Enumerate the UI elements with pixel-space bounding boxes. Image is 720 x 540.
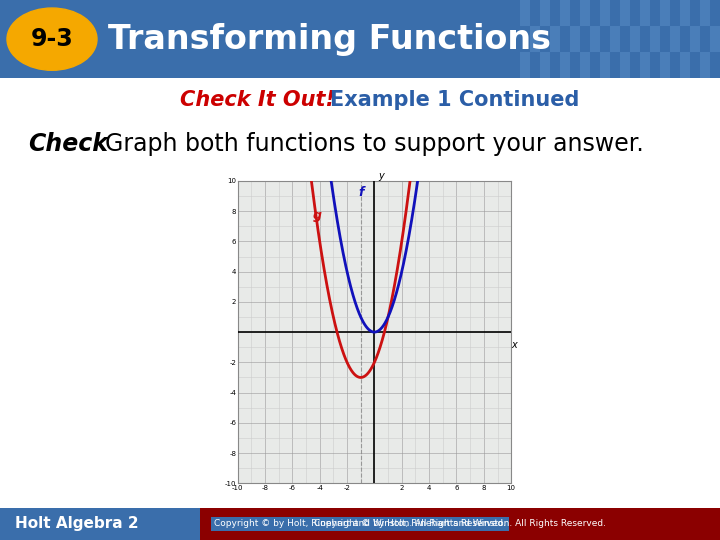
Bar bbox=[700, 52, 710, 78]
Bar bbox=[670, 26, 680, 52]
Bar bbox=[690, 26, 700, 52]
Text: g: g bbox=[312, 208, 322, 222]
Ellipse shape bbox=[7, 8, 97, 70]
Bar bbox=[650, 26, 660, 52]
Bar bbox=[620, 0, 630, 26]
Bar bbox=[530, 26, 540, 52]
Bar bbox=[550, 26, 560, 52]
Text: Graph both functions to support your answer.: Graph both functions to support your ans… bbox=[105, 132, 644, 156]
Text: Check: Check bbox=[28, 132, 108, 156]
Text: Copyright © by Holt, Rinehart and Winston. All Rights Reserved.: Copyright © by Holt, Rinehart and Winsto… bbox=[314, 519, 606, 528]
Text: Holt Algebra 2: Holt Algebra 2 bbox=[15, 516, 139, 531]
Bar bbox=[520, 0, 530, 26]
Bar bbox=[600, 52, 610, 78]
Bar bbox=[580, 0, 590, 26]
Bar bbox=[620, 52, 630, 78]
Bar bbox=[640, 0, 650, 26]
Bar bbox=[560, 52, 570, 78]
Bar bbox=[630, 26, 640, 52]
Bar bbox=[540, 52, 550, 78]
Bar bbox=[560, 0, 570, 26]
Bar bbox=[0, 508, 200, 540]
Bar bbox=[570, 26, 580, 52]
Text: Copyright © by Holt, Rinehart and Winston. All Rights Reserved.: Copyright © by Holt, Rinehart and Winsto… bbox=[214, 519, 506, 528]
Text: Transforming Functions: Transforming Functions bbox=[108, 23, 551, 56]
Bar bbox=[590, 26, 600, 52]
Bar bbox=[680, 0, 690, 26]
Text: f: f bbox=[358, 186, 364, 199]
Bar bbox=[580, 52, 590, 78]
Text: 9-3: 9-3 bbox=[31, 27, 73, 51]
Bar bbox=[610, 26, 620, 52]
Text: Example 1 Continued: Example 1 Continued bbox=[330, 90, 580, 110]
Text: y: y bbox=[379, 171, 384, 181]
Bar bbox=[700, 0, 710, 26]
Bar bbox=[200, 508, 720, 540]
Text: Check It Out!: Check It Out! bbox=[180, 90, 335, 110]
Text: x: x bbox=[511, 340, 517, 350]
Bar bbox=[520, 52, 530, 78]
Bar bbox=[680, 52, 690, 78]
Bar bbox=[660, 52, 670, 78]
Bar bbox=[600, 0, 610, 26]
Bar bbox=[540, 0, 550, 26]
Bar bbox=[640, 52, 650, 78]
Bar bbox=[660, 0, 670, 26]
Bar bbox=[710, 26, 720, 52]
